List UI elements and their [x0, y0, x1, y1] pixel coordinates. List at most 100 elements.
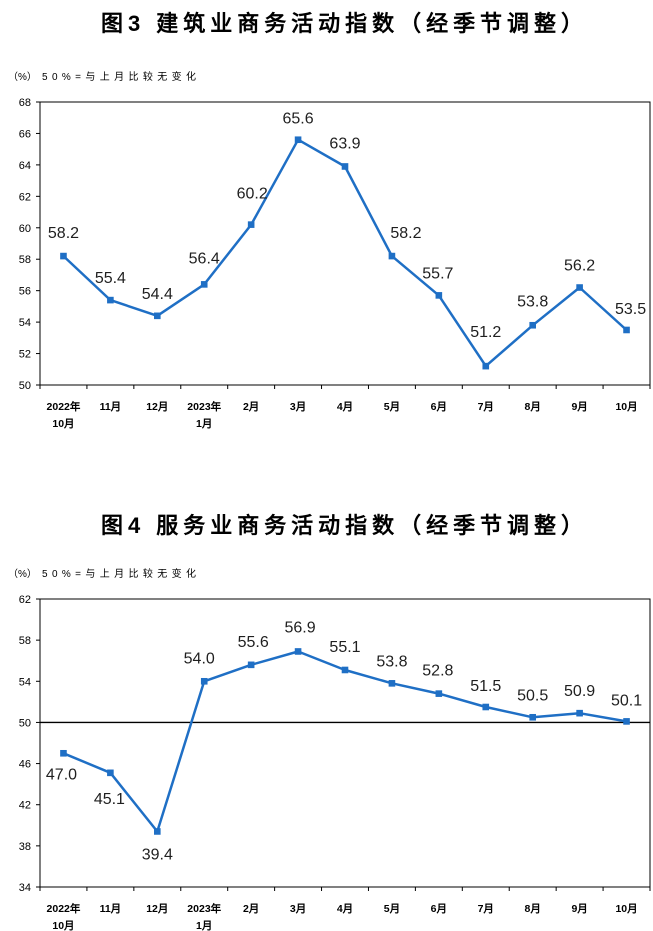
data-label: 53.8	[376, 653, 407, 670]
data-point-marker	[388, 680, 396, 687]
y-tick-label: 66	[19, 128, 31, 140]
x-tick-label: 6月	[431, 401, 447, 413]
x-tick-label-line: 12月	[146, 903, 168, 915]
series-line	[62, 650, 628, 833]
data-label: 56.9	[285, 619, 316, 636]
x-tick-label-line: 4月	[337, 903, 353, 915]
x-tick-label-line: 2023年	[187, 400, 221, 413]
y-tick-label: 62	[19, 594, 31, 606]
data-point-marker	[247, 221, 255, 228]
x-tick-label: 4月	[337, 401, 353, 413]
x-tick-label: 4月	[337, 903, 353, 915]
x-tick-label-line: 2月	[243, 903, 259, 915]
x-tick-label: 2022年 10月	[47, 902, 81, 931]
plot-area: 50 52 54 56 58 60 62 64 66 68 2022年 10月 11月 12月 2023年 1…	[19, 97, 651, 430]
x-tick-label: 7月	[478, 401, 494, 413]
x-tick-label: 3月	[290, 401, 306, 413]
x-tick-label-line: 10月	[52, 418, 74, 430]
data-label: 52.8	[422, 663, 453, 680]
y-tick-label: 58	[19, 254, 31, 266]
y-tick-label: 68	[19, 97, 31, 109]
data-label: 58.2	[48, 225, 79, 242]
data-label: 45.1	[94, 791, 125, 808]
data-label: 50.5	[517, 687, 548, 704]
plot-area: 34 38 42 46 50 54 58 62 2022年 10月 11月 12月 2023年 1月 2月 3…	[19, 594, 651, 931]
x-tick-label: 2月	[243, 401, 259, 413]
x-tick-label-line: 8月	[525, 903, 541, 915]
x-tick-label-line: 2022年	[47, 902, 81, 915]
y-tick-label: 60	[19, 223, 31, 235]
data-label: 56.4	[189, 250, 220, 267]
plot-frame	[39, 598, 651, 888]
data-label: 54.0	[184, 650, 215, 667]
x-tick-label-line: 3月	[290, 401, 306, 413]
data-point-marker	[200, 281, 208, 288]
x-tick-label: 5月	[384, 903, 400, 915]
x-tick-label: 10月	[615, 401, 637, 413]
data-point-marker	[529, 321, 536, 329]
x-tick-label-line: 7月	[478, 903, 494, 915]
data-label: 56.2	[564, 258, 595, 275]
x-tick-label: 11月	[100, 903, 122, 915]
data-point-marker	[435, 690, 443, 697]
y-tick-label: 58	[19, 635, 31, 647]
y-tick-label: 50	[19, 380, 31, 392]
data-label: 65.6	[283, 111, 314, 128]
data-label: 54.4	[142, 286, 173, 303]
data-label: 50.1	[611, 692, 642, 709]
y-tick-label: 62	[19, 191, 31, 203]
chart-title: 图4 服务业商务活动指数（经季节调整）	[101, 513, 583, 538]
data-point-marker	[294, 648, 302, 655]
x-tick-label-line: 11月	[100, 903, 122, 915]
x-tick-label-line: 9月	[571, 401, 587, 413]
y-tick-label: 46	[19, 759, 31, 771]
y-tick-label: 50	[19, 717, 31, 729]
data-label: 51.2	[470, 324, 501, 341]
x-tick-label-line: 1月	[196, 920, 212, 931]
x-tick-label: 2022年 10月	[47, 400, 81, 430]
data-label: 53.8	[517, 293, 548, 310]
data-point-marker	[154, 312, 161, 320]
x-tick-label-line: 2023年	[187, 902, 221, 915]
x-tick-label-line: 1月	[196, 418, 212, 430]
x-tick-label-line: 4月	[337, 401, 353, 413]
plot-frame	[39, 101, 651, 386]
x-tick-label: 11月	[100, 401, 122, 413]
data-label: 55.6	[238, 634, 269, 651]
data-point-marker	[60, 749, 67, 757]
data-label: 39.4	[142, 846, 173, 863]
x-tick-label-line: 11月	[100, 401, 122, 413]
y-tick-label: 38	[19, 841, 31, 853]
data-point-marker	[388, 252, 396, 260]
x-tick-label: 6月	[431, 903, 447, 915]
x-tick-label-line: 7月	[478, 401, 494, 413]
x-tick-label: 3月	[290, 903, 306, 915]
x-tick-label: 12月	[146, 401, 168, 413]
y-tick-label: 34	[19, 882, 31, 894]
y-tick-label: 54	[19, 676, 31, 688]
x-tick-label-line: 10月	[615, 401, 637, 413]
x-tick-label-line: 2022年	[47, 400, 81, 413]
x-tick-label: 2023年 1月	[187, 902, 221, 931]
y-tick-label: 64	[19, 160, 31, 172]
x-tick-label-line: 6月	[431, 401, 447, 413]
x-tick-label: 8月	[525, 401, 541, 413]
y-axis-unit-label: （%）	[8, 71, 37, 83]
chart-construction-business-activity: 图3 建筑业商务活动指数（经季节调整） （%） 50%=与上月比较无变化 505…	[8, 11, 651, 430]
x-tick-label-line: 6月	[431, 903, 447, 915]
data-point-marker	[154, 828, 161, 835]
data-label: 53.5	[615, 301, 646, 318]
x-tick-label: 8月	[525, 903, 541, 915]
chart-services-business-activity: 图4 服务业商务活动指数（经季节调整） （%） 50%=与上月比较无变化 343…	[8, 513, 651, 931]
x-tick-label: 9月	[571, 401, 587, 413]
data-label: 58.2	[390, 225, 421, 242]
data-point-marker	[60, 252, 67, 260]
data-point-marker	[341, 666, 349, 674]
chart-note: 50%=与上月比较无变化	[42, 70, 196, 83]
series-line	[62, 138, 628, 368]
data-point-marker	[576, 709, 583, 717]
data-point-marker	[482, 362, 490, 370]
x-tick-label: 2023年 1月	[187, 400, 221, 430]
